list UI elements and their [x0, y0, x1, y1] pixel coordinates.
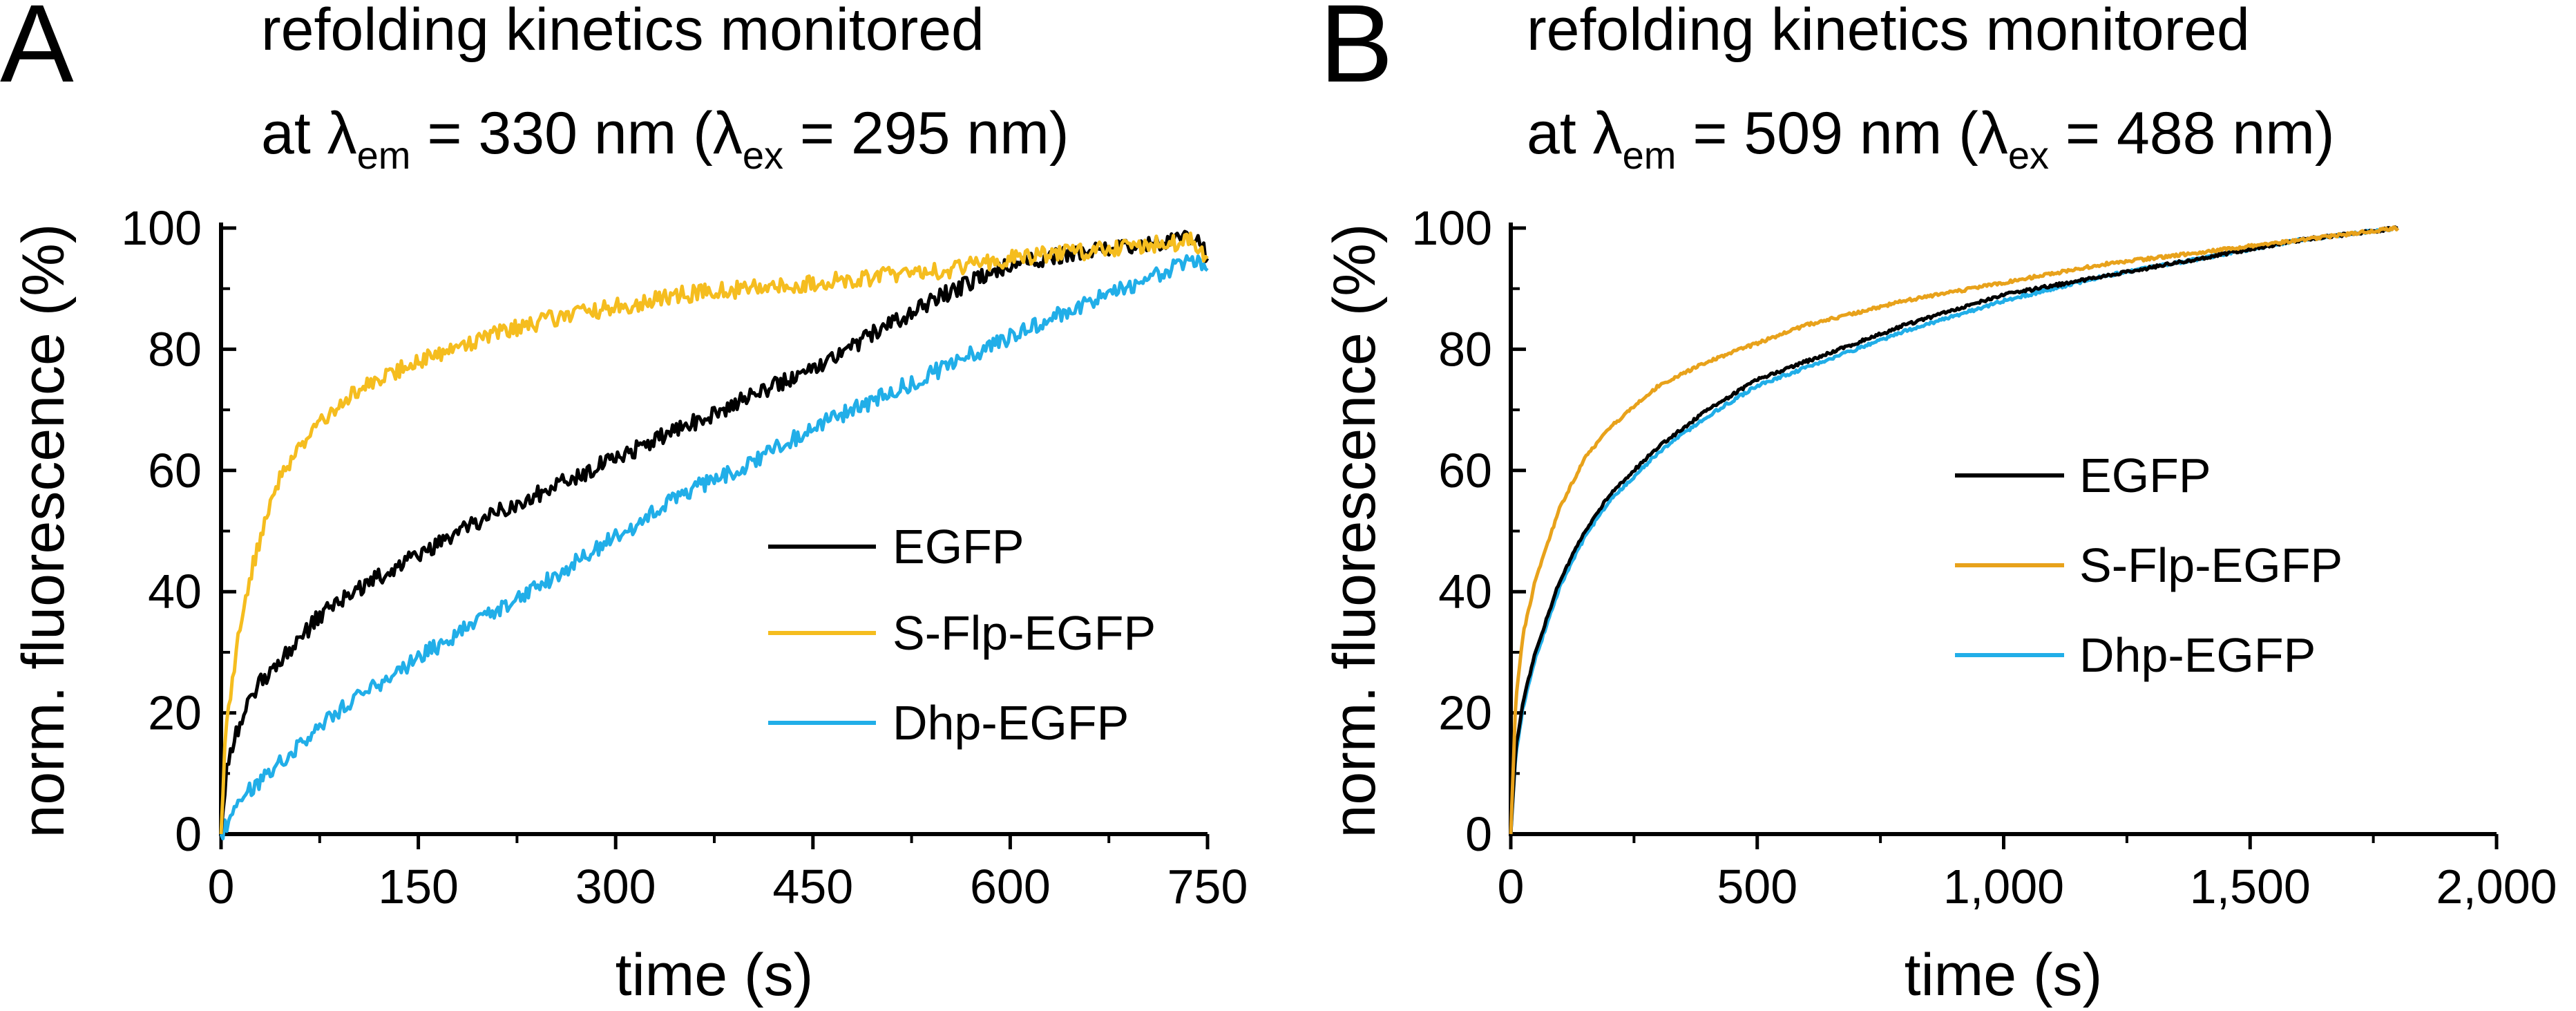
x-tick-label: 450: [772, 860, 853, 914]
legend-label: Dhp-EGFP: [2079, 628, 2316, 682]
x-tick-label: 0: [208, 860, 235, 914]
y-tick-label: 80: [148, 322, 202, 376]
panel-b-em-sub: em: [1623, 133, 1677, 177]
panel-a-em-sub: em: [357, 133, 411, 177]
panel-a-ex-value: = 295 nm): [783, 100, 1069, 167]
series-line-egfp: [219, 229, 1210, 835]
x-tick-label: 2,000: [2436, 860, 2557, 914]
y-tick-label: 20: [148, 686, 202, 740]
y-tick-label: 20: [1438, 686, 1492, 740]
y-tick-label: 0: [1465, 807, 1492, 861]
series-line-dhp-egfp: [219, 254, 1209, 841]
panel-b-ex-sub: ex: [2008, 133, 2049, 177]
legend-label: Dhp-EGFP: [893, 696, 1129, 750]
x-tick-label: 750: [1167, 860, 1248, 914]
y-axis-label: norm. fluorescence (%): [1322, 224, 1388, 838]
panel-b-letter: B: [1319, 0, 1393, 105]
panel-a-letter: A: [0, 0, 74, 105]
panel-a-title-prefix: at λ: [261, 100, 357, 167]
panel-b-em-value: = 509 nm (λ: [1676, 100, 2007, 167]
legend-label: EGFP: [2079, 448, 2211, 502]
y-tick-label: 100: [1411, 201, 1492, 255]
legend-label: S-Flp-EGFP: [2079, 538, 2343, 592]
panel-b-title-prefix: at λ: [1527, 100, 1623, 167]
chart-panel-b: 0 500 1,000 1,500 2,000 0 20 40 60 80 100 time (s) n…: [1322, 201, 2557, 1008]
series-line-egfp: [1509, 225, 2398, 835]
y-axis-label: norm. fluorescence (%): [10, 224, 77, 838]
panel-b-title-line2: at λem = 509 nm (λex = 488 nm): [1527, 100, 2334, 177]
legend-label: S-Flp-EGFP: [893, 606, 1156, 660]
x-tick-label: 1,000: [1943, 860, 2064, 914]
x-tick-label: 500: [1717, 860, 1797, 914]
y-tick-label: 80: [1438, 322, 1492, 376]
x-tick-label: 600: [970, 860, 1051, 914]
y-tick-label: 60: [1438, 444, 1492, 498]
panel-a-ex-sub: ex: [743, 133, 783, 177]
x-tick-label: 300: [575, 860, 656, 914]
y-tick-label: 60: [148, 444, 202, 498]
y-tick-label: 100: [121, 201, 202, 255]
y-tick-label: 40: [1438, 565, 1492, 618]
chart-panel-a: 0 150 300 450 600 750 0 20 40 60 80 100 time (s) norm…: [10, 201, 1248, 1008]
series-line-dhp-egfp: [1509, 225, 2399, 835]
panel-a-title-line1: refolding kinetics monitored: [261, 0, 984, 63]
x-tick-label: 150: [378, 860, 459, 914]
y-tick-label: 0: [175, 807, 202, 861]
series-line-s-flp-egfp: [219, 232, 1209, 835]
x-tick-label: 1,500: [2190, 860, 2311, 914]
y-tick-label: 40: [148, 565, 202, 618]
panel-b-ex-value: = 488 nm): [2049, 100, 2335, 167]
legend-label: EGFP: [893, 520, 1024, 574]
panel-a-title-line2: at λem = 330 nm (λex = 295 nm): [261, 100, 1069, 177]
series-line-s-flp-egfp: [1509, 225, 2400, 835]
panel-a-em-value: = 330 nm (λ: [410, 100, 742, 167]
x-axis-label: time (s): [1905, 942, 2103, 1008]
panel-b-title-line1: refolding kinetics monitored: [1527, 0, 2250, 63]
x-tick-label: 0: [1498, 860, 1525, 914]
x-axis-label: time (s): [616, 942, 814, 1008]
